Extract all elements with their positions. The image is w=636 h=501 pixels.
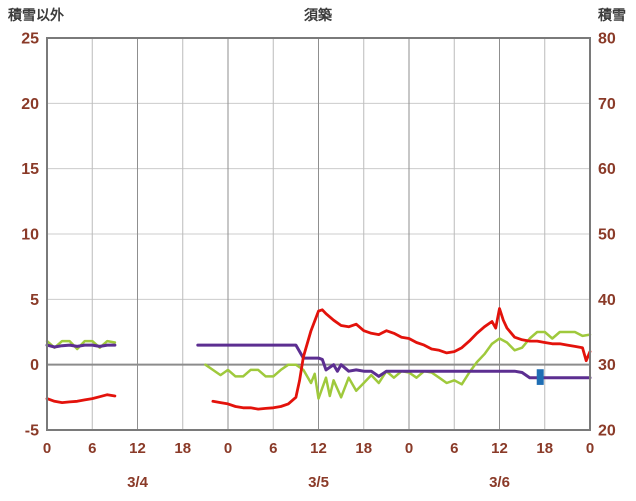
left-tick-label: 20 (21, 96, 39, 113)
hour-tick-label: 6 (450, 440, 458, 457)
hour-tick-label: 0 (405, 440, 413, 457)
left-tick-label: -5 (25, 423, 39, 440)
green-line (204, 330, 592, 400)
hour-tick-label: 18 (536, 440, 553, 457)
right-tick-label: 40 (598, 292, 616, 309)
hour-tick-label: 18 (174, 440, 191, 457)
red-line (211, 307, 592, 411)
right-tick-label: 20 (598, 423, 616, 440)
purple-line (196, 343, 592, 380)
right-tick-label: 80 (598, 31, 616, 48)
hour-tick-label: 0 (586, 440, 594, 457)
date-label: 3/6 (489, 474, 510, 491)
plot-frame (46, 37, 591, 431)
hour-tick-label: 6 (88, 440, 96, 457)
chart-title: 須築 (304, 7, 332, 23)
hour-tick-label: 12 (129, 440, 146, 457)
hour-tick-label: 0 (43, 440, 51, 457)
left-tick-label: 10 (21, 227, 39, 244)
hour-tick-label: 12 (310, 440, 327, 457)
hour-tick-label: 0 (224, 440, 232, 457)
hour-tick-label: 18 (355, 440, 372, 457)
left-tick-label: 15 (21, 161, 39, 178)
purple-line (45, 343, 117, 349)
blue-bar (536, 369, 544, 385)
right-tick-label: 30 (598, 357, 616, 374)
right-axis-title: 積雪 (598, 7, 626, 23)
left-axis-title: 積雪以外 (8, 7, 64, 23)
right-tick-label: 70 (598, 96, 616, 113)
right-tick-label: 50 (598, 227, 616, 244)
left-tick-label: 0 (30, 357, 39, 374)
right-tick-label: 60 (598, 161, 616, 178)
left-tick-label: 5 (30, 292, 39, 309)
red-line (45, 393, 117, 405)
hour-tick-label: 12 (491, 440, 508, 457)
hour-tick-label: 6 (269, 440, 277, 457)
left-tick-label: 25 (21, 31, 39, 48)
date-label: 3/5 (308, 474, 329, 491)
date-label: 3/4 (127, 474, 149, 491)
